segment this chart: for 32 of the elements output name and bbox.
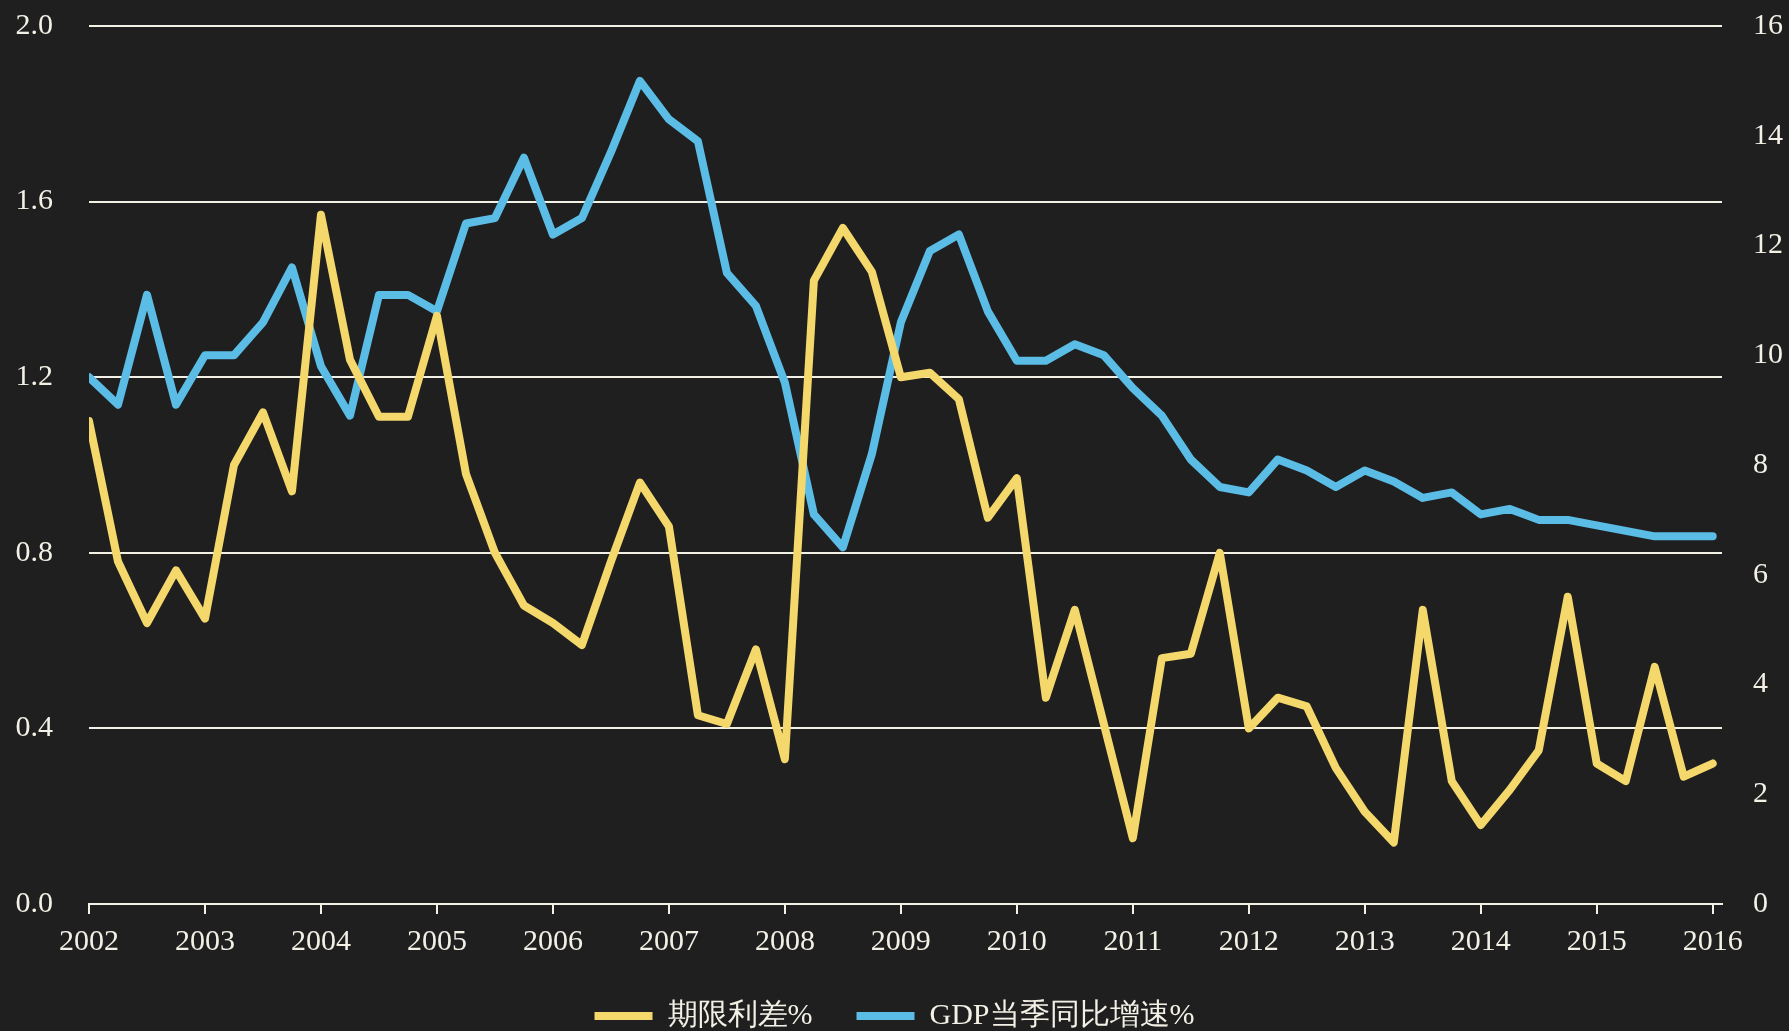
y2-tick-label: 0 (1753, 884, 1768, 918)
x-tick-label: 2016 (1682, 922, 1743, 956)
y2-tick-label: 10 (1753, 336, 1783, 370)
x-tick-label: 2011 (1103, 922, 1163, 956)
y-tick-label: 0.8 (15, 533, 53, 567)
x-tick-label: 2012 (1218, 922, 1279, 956)
y-tick-label: 2.0 (15, 6, 53, 40)
x-tick-label: 2014 (1450, 922, 1511, 956)
x-tick-label: 2008 (754, 922, 815, 956)
y-tick-label: 0.0 (15, 884, 53, 918)
x-tick-label: 2015 (1566, 922, 1627, 956)
y2-tick-label: 2 (1753, 775, 1768, 809)
y2-tick-label: 6 (1753, 555, 1768, 589)
x-tick-label: 2002 (59, 922, 119, 956)
y2-tick-label: 16 (1753, 6, 1783, 40)
legend-label: 期限利差% (667, 996, 813, 1030)
x-tick-label: 2006 (522, 922, 583, 956)
y2-tick-label: 14 (1753, 116, 1783, 150)
y2-tick-label: 8 (1753, 445, 1768, 479)
y-tick-label: 0.4 (15, 709, 53, 743)
x-tick-label: 2013 (1334, 922, 1395, 956)
x-tick-label: 2010 (986, 922, 1047, 956)
legend-label: GDP当季同比增速% (929, 996, 1195, 1030)
x-tick-label: 2009 (870, 922, 931, 956)
x-tick-label: 2007 (638, 922, 699, 956)
y2-tick-label: 4 (1753, 665, 1768, 699)
y2-tick-label: 12 (1753, 226, 1783, 260)
x-tick-label: 2005 (406, 922, 467, 956)
y-tick-label: 1.2 (15, 358, 53, 392)
y-tick-label: 1.6 (15, 182, 53, 216)
x-tick-label: 2004 (290, 922, 351, 956)
x-tick-label: 2003 (174, 922, 235, 956)
